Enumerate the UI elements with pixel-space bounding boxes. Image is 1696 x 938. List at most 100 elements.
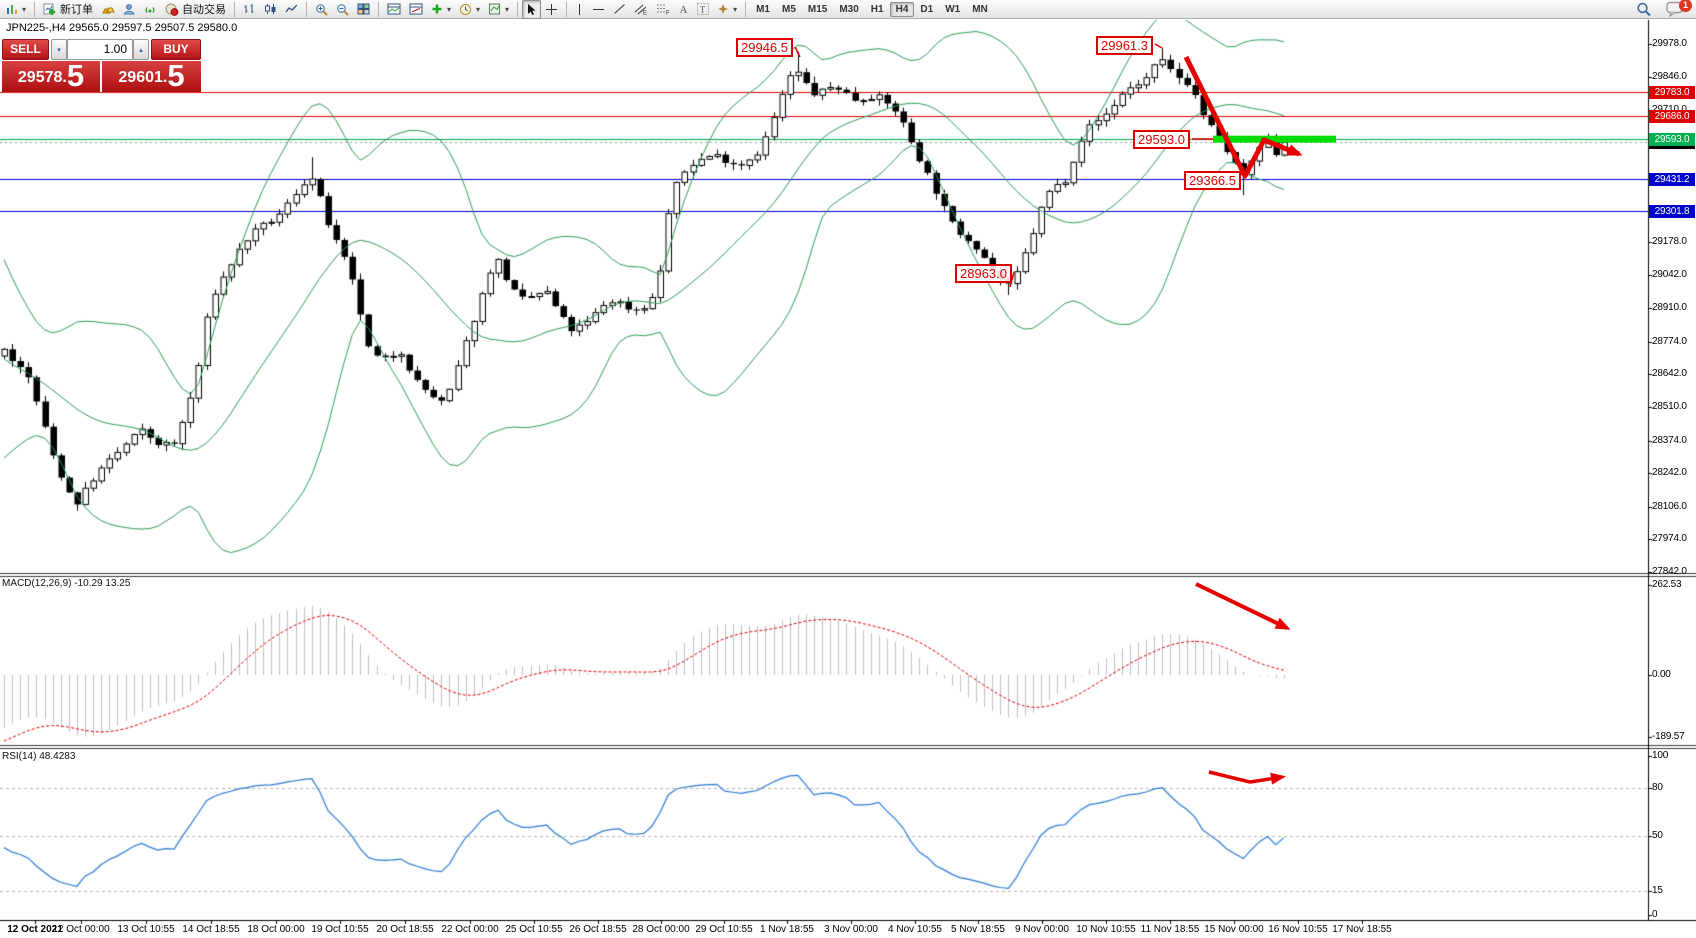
price-axis-tick: 29978.0 <box>1652 38 1687 49</box>
dropdown-caret-icon: ▾ <box>476 4 481 14</box>
toolbar-separator <box>566 1 568 17</box>
candlestick-mode-button[interactable] <box>260 0 281 19</box>
zoom-out-icon <box>336 3 349 16</box>
new-order-icon <box>43 3 57 16</box>
volume-input[interactable]: 1.00 <box>67 39 133 60</box>
tile-windows-icon <box>357 3 370 15</box>
indicators-list-button[interactable] <box>383 0 405 19</box>
zoom-in-button[interactable] <box>311 0 332 19</box>
trendline-tool-button[interactable] <box>609 0 630 19</box>
timeframe-w1-button[interactable]: W1 <box>945 3 961 15</box>
text-icon: A <box>678 3 689 15</box>
timeframe-mn-button[interactable]: MN <box>972 3 988 15</box>
fibonacci-tool-button[interactable]: F <box>652 0 674 19</box>
ask-main-digits: 29601 <box>118 69 163 86</box>
crosshair-tool-button[interactable] <box>541 0 562 19</box>
svg-text:E: E <box>643 11 647 16</box>
timeframe-m15-button[interactable]: M15 <box>807 3 828 15</box>
vertical-line-tool-button[interactable] <box>571 0 588 19</box>
dropdown-caret-icon: ▾ <box>447 4 452 14</box>
price-axis-tick: 29042.0 <box>1652 269 1687 281</box>
objects-window-icon <box>409 3 423 15</box>
price-axis-tick: 28374.0 <box>1652 434 1687 446</box>
rsi-axis-tick: 0 <box>1652 909 1658 920</box>
line-chart-mode-button[interactable] <box>281 0 302 19</box>
cursor-icon <box>526 3 537 16</box>
rsi-label: RSI(14) 48.4283 <box>2 751 76 762</box>
indicator-window-icon <box>387 3 401 15</box>
timeframe-m5-button[interactable]: M5 <box>781 3 796 15</box>
svg-text:A: A <box>680 4 688 15</box>
equidistant-channel-tool-button[interactable]: E <box>630 0 652 19</box>
price-annotation[interactable]: 29366.5 <box>1184 171 1241 190</box>
bid-price[interactable]: 29578. 5 <box>2 60 100 92</box>
new-order-button[interactable]: 新订单 <box>39 0 97 19</box>
timeframe-m1-button[interactable]: M1 <box>756 3 770 15</box>
text-tool-button[interactable]: A <box>674 0 693 19</box>
timeframe-h1-button[interactable]: H1 <box>870 3 884 15</box>
time-axis-label: 28 Oct 00:00 <box>632 924 690 935</box>
arrows-tool-button[interactable]: ▾ <box>713 0 741 19</box>
bar-chart-mode-button[interactable] <box>239 0 260 19</box>
line-chart-icon <box>285 3 298 15</box>
timeframe-m30-button[interactable]: M30 <box>839 3 859 15</box>
autotrade-icon <box>165 3 179 16</box>
ask-price[interactable]: 29601. 5 <box>102 60 201 92</box>
market-watch-button[interactable] <box>97 0 119 19</box>
templates-button[interactable]: ▾ <box>484 0 513 19</box>
search-icon[interactable] <box>1636 2 1652 17</box>
chart-template-button[interactable]: ▾ <box>2 0 30 19</box>
dropdown-caret-icon: ▾ <box>22 4 27 14</box>
price-axis-tick: 27842.0 <box>1652 566 1687 578</box>
chat-icon[interactable]: 1 <box>1666 0 1692 18</box>
toolbar-separator <box>34 1 36 17</box>
time-axis-label: 5 Nov 18:55 <box>951 924 1005 935</box>
time-axis-label: 10 Nov 10:55 <box>1076 924 1136 935</box>
toolbar-separator <box>306 1 308 17</box>
text-label-tool-button[interactable]: T <box>693 0 713 19</box>
price-annotation[interactable]: 29946.5 <box>736 38 793 57</box>
price-annotation[interactable]: 29961.3 <box>1096 36 1153 55</box>
price-axis-tick: 28774.0 <box>1652 335 1687 347</box>
signal-icon <box>144 3 157 15</box>
accounts-button[interactable] <box>119 0 140 19</box>
vline-icon <box>575 3 584 16</box>
auto-trading-button[interactable]: 自动交易 <box>161 0 230 19</box>
timeframe-h4-button[interactable]: H4 <box>889 1 915 17</box>
timeframe-d1-button[interactable]: D1 <box>920 3 934 15</box>
time-axis-label: 4 Nov 10:55 <box>888 924 942 935</box>
price-axis-tick: 29846.0 <box>1652 70 1687 82</box>
horizontal-line-tool-button[interactable] <box>588 0 609 19</box>
tile-windows-button[interactable] <box>353 0 374 19</box>
toolbar-separator <box>745 1 747 17</box>
sell-button[interactable]: SELL <box>2 39 49 60</box>
level-price-badge: 29593.0 <box>1649 132 1695 146</box>
price-annotation[interactable]: 28963.0 <box>955 264 1012 283</box>
time-axis-label: 29 Oct 10:55 <box>695 924 753 935</box>
buy-button[interactable]: BUY <box>151 39 201 60</box>
price-annotation[interactable]: 29593.0 <box>1133 130 1190 149</box>
add-indicator-button[interactable]: ▾ <box>427 0 455 19</box>
crosshair-icon <box>545 3 558 16</box>
bar-chart-icon <box>243 3 256 15</box>
signals-button[interactable] <box>140 0 161 19</box>
cursor-tool-button[interactable] <box>522 0 542 19</box>
zoom-in-icon <box>315 3 328 16</box>
chart-ohlc-header: JPN225-,H4 29565.0 29597.5 29507.5 29580… <box>6 22 238 34</box>
channel-icon: E <box>634 3 648 15</box>
svg-text:T: T <box>700 5 706 15</box>
zoom-out-button[interactable] <box>332 0 353 19</box>
volume-increase-button[interactable]: ▴ <box>133 39 149 60</box>
gold-icon <box>101 3 115 15</box>
templates-icon <box>488 3 501 15</box>
time-axis-label: 1 Nov 18:55 <box>760 924 814 935</box>
macd-axis-tick: -189.57 <box>1652 731 1685 742</box>
time-axis-label: 14 Oct 18:55 <box>182 924 240 935</box>
objects-list-button[interactable] <box>405 0 427 19</box>
trendline-icon <box>613 3 626 15</box>
bid-separator: . <box>62 69 67 86</box>
volume-decrease-button[interactable]: ▾ <box>51 39 67 60</box>
periods-button[interactable]: ▾ <box>455 0 484 19</box>
level-price-badge: 29686.0 <box>1649 109 1695 123</box>
